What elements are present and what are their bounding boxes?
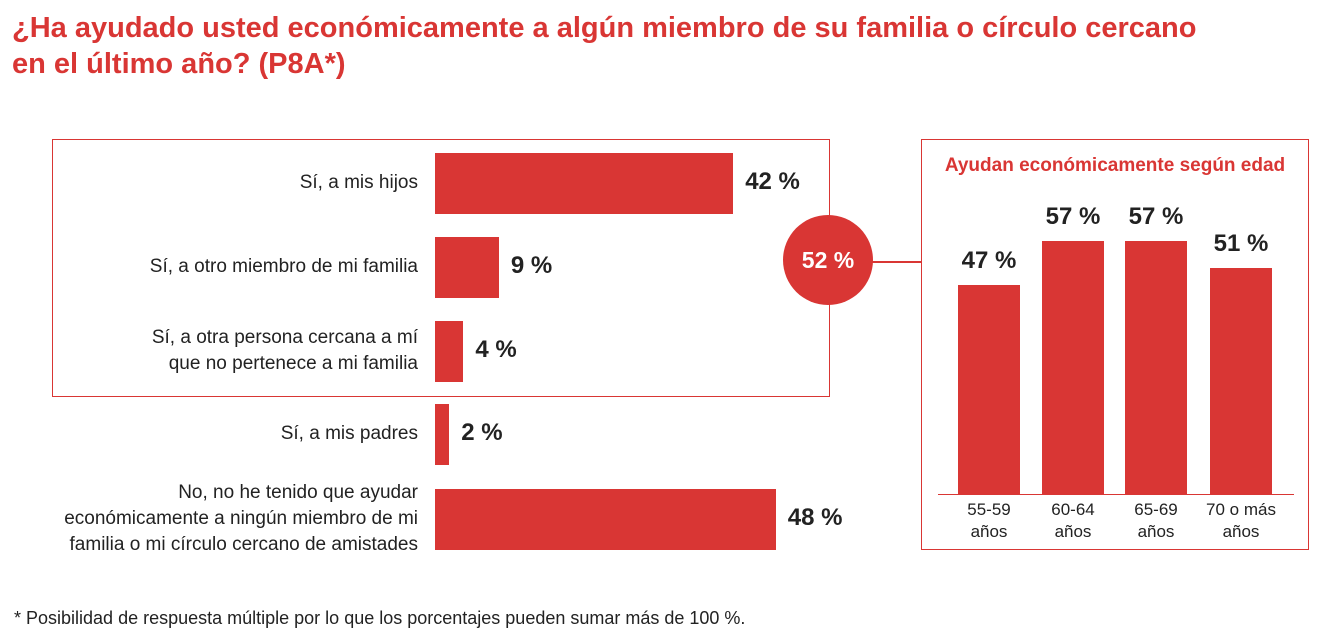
category-label: Sí, a otra persona cercana a mí que no pe…: [152, 325, 418, 377]
age-breakdown-frame: [921, 139, 1309, 550]
category-label: Sí, a mis padres: [281, 421, 418, 447]
bar: [435, 152, 734, 214]
age-category-label: 55-59 años: [944, 499, 1034, 543]
age-bar: [1042, 240, 1104, 494]
total-yes-badge: 52 %: [783, 215, 873, 305]
category-label-line: Sí, a mis hijos: [299, 172, 418, 193]
bar-value-label: 2 %: [461, 419, 503, 446]
age-category-label-line: años: [1222, 522, 1260, 541]
age-category-label-line: 55-59: [967, 500, 1011, 519]
bar: [435, 320, 464, 382]
bar-value-label: 42 %: [745, 168, 800, 195]
age-chart-baseline: [938, 494, 1294, 495]
age-bar-value-label: 47 %: [961, 247, 1017, 275]
chart-title-line-1: ¿Ha ayudado usted económicamente a algún…: [12, 12, 1197, 44]
category-label-line: Sí, a otra persona cercana a mí: [151, 327, 418, 348]
age-category-label-line: 60-64: [1051, 500, 1095, 519]
age-category-label-line: años: [970, 522, 1008, 541]
category-label-line: Sí, a mis padres: [280, 423, 418, 444]
age-chart-title: Ayudan económicamente según edad: [944, 155, 1286, 176]
bar: [435, 488, 776, 550]
bar-value-label: 48 %: [787, 504, 843, 531]
total-connector-line: [871, 261, 922, 263]
age-bar: [958, 285, 1020, 494]
age-category-label-line: 65-69: [1134, 500, 1178, 519]
category-label: Sí, a otro miembro de mi familia: [150, 254, 418, 280]
category-label-line: que no pertenece a mi familia: [168, 353, 418, 374]
age-category-label-line: años: [1054, 522, 1092, 541]
age-category-label-line: 70 o más: [1206, 500, 1276, 519]
category-label: Sí, a mis hijos: [300, 170, 418, 196]
age-bar-value-label: 57 %: [1128, 202, 1184, 230]
age-category-label: 60-64 años: [1028, 499, 1118, 543]
category-label-line: No, no he tenido que ayudar: [178, 482, 418, 503]
category-label-line: Sí, a otro miembro de mi familia: [149, 256, 418, 277]
bar: [435, 236, 499, 298]
age-category-label-line: años: [1137, 522, 1175, 541]
bar: [435, 403, 450, 465]
chart-title-line-2: en el último año? (P8A*): [12, 48, 346, 80]
age-bar: [1125, 240, 1187, 494]
bar-value-label: 9 %: [510, 252, 553, 279]
age-bar-value-label: 51 %: [1213, 229, 1269, 257]
age-category-label: 70 o más años: [1196, 499, 1286, 543]
category-label-line: económicamente a ningún miembro de mi: [64, 508, 418, 529]
age-bar-value-label: 57 %: [1045, 202, 1101, 230]
category-label: No, no he tenido que ayudar económicament…: [64, 480, 418, 558]
category-label-line: familia o mi círculo cercano de amistade…: [69, 534, 418, 555]
age-category-label: 65-69 años: [1111, 499, 1201, 543]
bar-value-label: 4 %: [475, 336, 517, 363]
chart-title: ¿Ha ayudado usted económicamente a algún…: [12, 10, 1312, 82]
age-bar: [1210, 267, 1272, 494]
footnote: * Posibilidad de respuesta múltiple por …: [14, 608, 746, 628]
